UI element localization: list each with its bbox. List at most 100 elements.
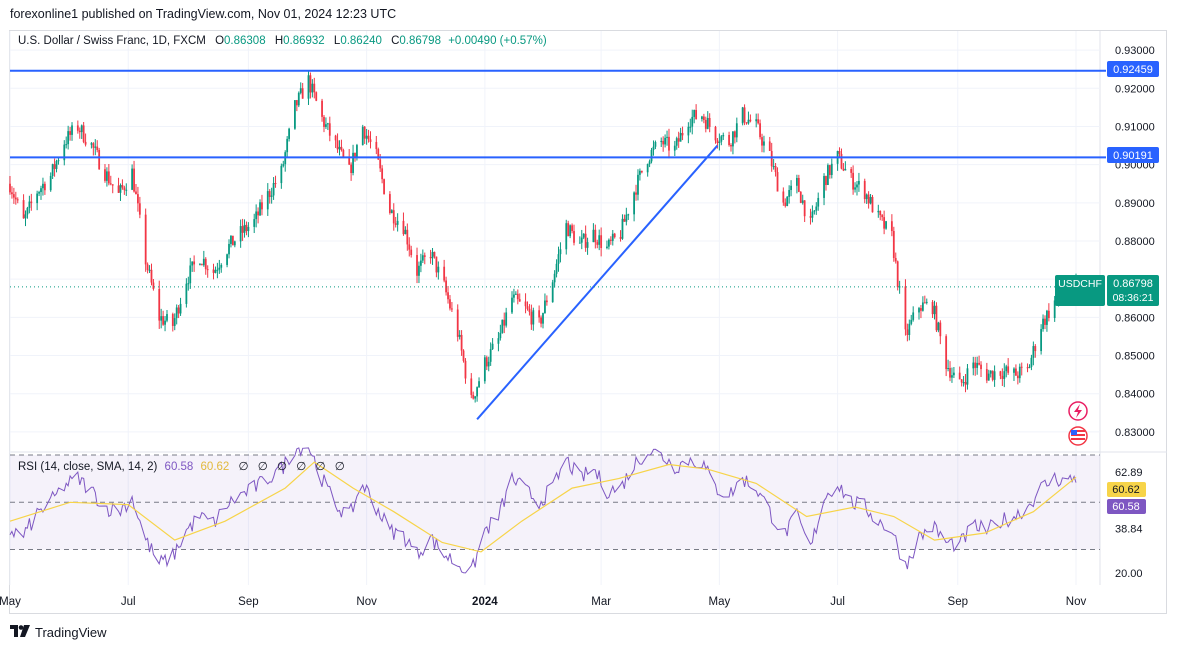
candle-body (92, 143, 95, 148)
candle-body (204, 258, 207, 270)
candle-body (259, 202, 261, 216)
candle-body (569, 225, 572, 237)
candle-body (869, 196, 872, 204)
candle-body (30, 201, 33, 204)
candle-body (958, 372, 961, 380)
candle-body (365, 135, 368, 139)
candle-body (334, 135, 337, 141)
price-tick-label: 0.83000 (1115, 427, 1155, 439)
candle-body (662, 140, 665, 145)
candle-body (51, 164, 54, 176)
candle-body (38, 192, 40, 194)
candle-body (239, 226, 242, 242)
lightning-icon[interactable] (1068, 401, 1088, 421)
candle-body (282, 164, 285, 166)
candle-body (559, 249, 562, 255)
candle-body (474, 396, 477, 399)
candle-body (433, 251, 436, 257)
rsi-sma-badge-text: 60.62 (1112, 484, 1140, 496)
candle-body (790, 185, 792, 190)
candle-body (786, 196, 789, 207)
candle-body (26, 207, 29, 215)
candle-body (987, 373, 990, 381)
candle-body (175, 307, 178, 319)
price-tick-label: 0.89000 (1115, 198, 1155, 210)
candle-body (200, 264, 203, 266)
candle-body (173, 318, 176, 326)
candle-body (119, 185, 122, 193)
rsi-legend: RSI (14, close, SMA, 14, 2) 60.58 60.62 … (18, 459, 345, 473)
candle-body (435, 256, 438, 273)
candle-body (323, 116, 325, 127)
candle-body (582, 233, 585, 238)
rsi-tick-label: 20.00 (1115, 568, 1143, 580)
candle-body (231, 235, 234, 246)
rsi-legend-value: 60.58 (164, 461, 194, 473)
candle-body (772, 166, 775, 168)
candle-body (801, 200, 804, 203)
candle-body (106, 171, 108, 181)
time-tick-label: May (0, 596, 21, 608)
candle-body (580, 237, 583, 243)
candle-body (827, 165, 829, 185)
candle-body (489, 349, 492, 362)
candle-body (991, 370, 994, 380)
us-flag-icon[interactable] (1068, 426, 1088, 446)
candle-body (619, 237, 622, 239)
candle-body (245, 224, 248, 232)
candle-body (352, 152, 354, 173)
open-value: 0.86308 (224, 35, 266, 47)
candle-body (460, 334, 463, 351)
candle-body (530, 311, 533, 325)
candle-body (230, 235, 232, 244)
candle-body (708, 118, 711, 127)
candle-body (80, 125, 83, 133)
candle-body (858, 180, 860, 185)
candle-body (945, 336, 948, 370)
candle-body (131, 168, 134, 190)
candle-body (611, 233, 614, 241)
change-value: +0.00490 (+0.57%) (448, 35, 547, 47)
time-tick-label: May (709, 596, 731, 608)
candle-body (567, 223, 570, 237)
candle-body (885, 221, 887, 229)
countdown-text: 08:36:21 (1113, 292, 1154, 304)
candle-body (449, 299, 451, 309)
candle-body (71, 125, 73, 135)
candle-body (931, 301, 934, 315)
symbol-badge-text: USDCHF (1058, 278, 1102, 290)
time-tick-label: Jul (830, 596, 845, 608)
candle-body (993, 371, 996, 380)
time-tick-label: Jul (121, 596, 136, 608)
candle-body (939, 322, 942, 337)
candle-body (854, 187, 856, 190)
candle-body (497, 338, 500, 344)
candle-body (842, 168, 845, 171)
candle-body (148, 269, 151, 271)
candle-body (272, 183, 275, 196)
candle-body (600, 235, 603, 248)
candle-body (189, 265, 192, 284)
na-value: ∅ (296, 461, 307, 473)
candle-body (516, 293, 519, 300)
candle-body (1040, 329, 1043, 352)
candle-body (268, 191, 271, 197)
candle-body (150, 269, 153, 283)
candle-body (951, 375, 953, 378)
price-badge-lower-line: 0.90191 (1107, 147, 1159, 163)
candle-body (348, 157, 351, 165)
candle-body (513, 294, 515, 298)
time-tick-label: Mar (591, 596, 611, 608)
candle-body (770, 150, 773, 167)
candle-body (553, 273, 556, 283)
candle-body (937, 322, 940, 331)
candle-body (830, 163, 833, 175)
candle-body (691, 116, 694, 127)
candle-body (551, 282, 554, 303)
candle-body (749, 119, 752, 122)
candle-body (421, 255, 424, 261)
candle-body (850, 168, 853, 173)
candle-body (107, 171, 110, 184)
candle-body (199, 264, 201, 266)
